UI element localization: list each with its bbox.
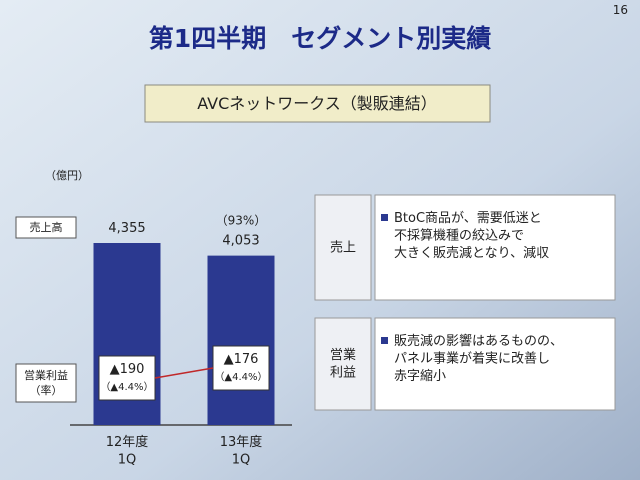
- profit-label: ▲190: [110, 362, 145, 377]
- x-tick-label: 13年度 1Q: [220, 434, 263, 468]
- value-label: 4,355: [108, 221, 145, 236]
- slide-number: 16: [613, 3, 628, 17]
- subtitle-box: [144, 84, 491, 123]
- note-label-box: [314, 317, 372, 411]
- row-label: 営業利益（率）: [24, 368, 68, 397]
- chart: 4,355 12年度 1Q ▲190 （▲4.4%） 4,053 （93%） 13年度 1Q ▲1…: [93, 213, 275, 468]
- slide-title: 第1四半期 セグメント別実績: [149, 24, 491, 53]
- note-label: 売上: [330, 239, 356, 255]
- x-tick-label: 12年度 1Q: [106, 434, 149, 468]
- row-label: 売上高: [30, 220, 63, 234]
- note-label-box: [314, 194, 372, 301]
- value-label: 4,053: [222, 233, 259, 248]
- bar: [207, 255, 275, 425]
- connector: [154, 367, 214, 379]
- row-label-box: [15, 216, 77, 239]
- row-label-box: [15, 363, 77, 403]
- profit-rate: （▲4.4%）: [100, 381, 153, 393]
- note-text: 販売減の影響はあるものの、パネル事業が着実に改善し赤字縮小: [394, 333, 563, 384]
- note-text-box: [374, 317, 616, 411]
- bullet: [381, 214, 388, 221]
- notes: 売上 BtoC商品が、需要低迷と不採算機種の絞込みで大きく販売減となり、減収営業利…: [314, 194, 616, 411]
- note-text-box: [374, 194, 616, 301]
- profit-label: ▲176: [224, 352, 259, 367]
- profit-box: [212, 345, 270, 391]
- profit-rate: （▲4.4%）: [214, 371, 267, 383]
- subtitle: AVCネットワークス（製販連結）: [197, 94, 437, 113]
- yoy-label: （93%）: [216, 213, 267, 227]
- unit-label: （億円）: [45, 169, 89, 182]
- note-label: 営業利益: [330, 347, 356, 381]
- note-text: BtoC商品が、需要低迷と不採算機種の絞込みで大きく販売減となり、減収: [394, 211, 549, 261]
- bullet: [381, 337, 388, 344]
